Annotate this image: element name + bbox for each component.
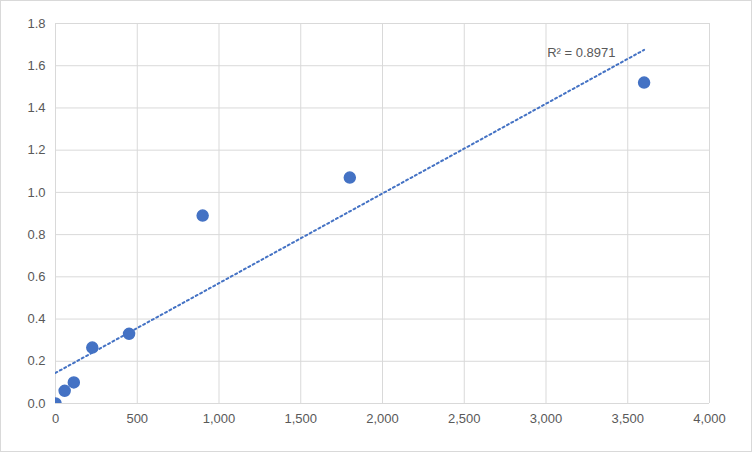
- svg-text:1.2: 1.2: [27, 142, 45, 157]
- svg-text:2,500: 2,500: [448, 411, 481, 426]
- svg-text:1.8: 1.8: [27, 16, 45, 31]
- svg-text:0.2: 0.2: [27, 353, 45, 368]
- svg-text:0.0: 0.0: [27, 396, 45, 411]
- svg-text:1,500: 1,500: [284, 411, 317, 426]
- svg-text:0: 0: [52, 411, 59, 426]
- svg-text:0.6: 0.6: [27, 269, 45, 284]
- svg-text:500: 500: [126, 411, 148, 426]
- svg-text:3,000: 3,000: [530, 411, 563, 426]
- svg-text:0.4: 0.4: [27, 311, 45, 326]
- svg-text:1.0: 1.0: [27, 185, 45, 200]
- svg-text:4,000: 4,000: [693, 411, 726, 426]
- svg-text:1,000: 1,000: [203, 411, 236, 426]
- svg-text:3,500: 3,500: [611, 411, 644, 426]
- svg-text:1.6: 1.6: [27, 58, 45, 73]
- svg-text:2,000: 2,000: [366, 411, 399, 426]
- svg-text:R² = 0.8971: R² = 0.8971: [547, 45, 615, 60]
- svg-text:0.8: 0.8: [27, 227, 45, 242]
- svg-text:1.4: 1.4: [27, 100, 45, 115]
